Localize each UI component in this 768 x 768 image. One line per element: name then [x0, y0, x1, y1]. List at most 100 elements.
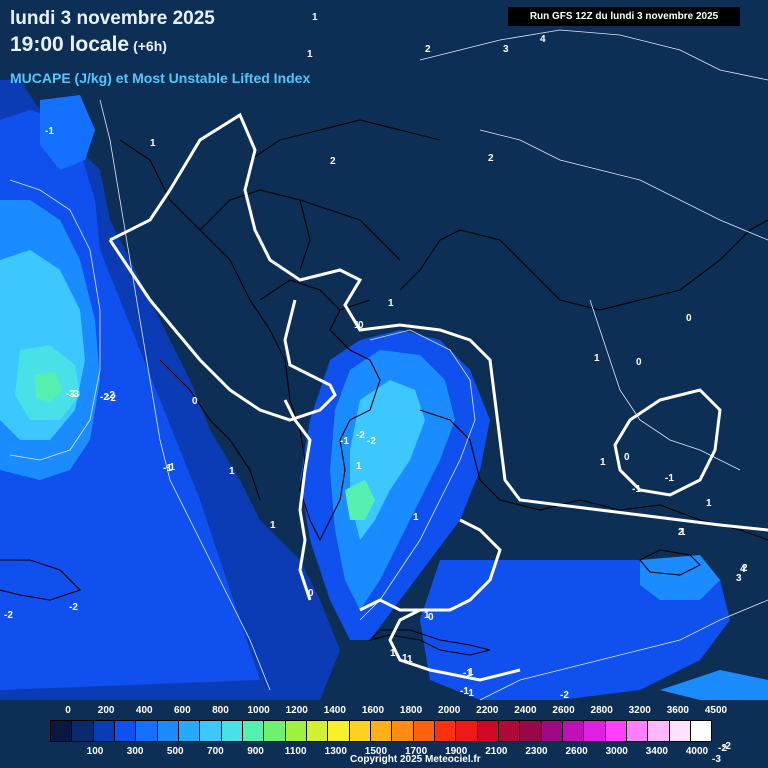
contour-value-label: 0: [358, 320, 364, 331]
legend-tick-label: 2400: [514, 705, 537, 716]
legend-swatch: [328, 721, 350, 741]
contour-value-label: -3: [70, 389, 79, 400]
contour-value-label: 1: [680, 527, 686, 538]
contour-value-label: 3: [503, 44, 509, 55]
legend-swatch: [584, 721, 606, 741]
border-balkans-3: [249, 119, 441, 161]
contour-value-label: 3: [736, 573, 742, 584]
contour-value-label: 2: [425, 44, 431, 55]
legend-tick-label: 2800: [590, 705, 613, 716]
legend-tick-label: 2000: [438, 705, 461, 716]
li-zero-line-aegean-coast: [283, 399, 312, 601]
legend-tick-label: 3600: [666, 705, 689, 716]
contour-value-label: -1: [45, 126, 54, 137]
li-zero-line-south-loop: [359, 598, 430, 612]
contour-value-label: -2: [356, 430, 365, 441]
cape-area-west-sea-center: [35, 372, 62, 402]
legend-tick-label: 2300: [525, 746, 548, 757]
contour-value-label: -1: [465, 688, 474, 699]
contour-value-label: 0: [686, 313, 692, 324]
legend-tick-label: 4500: [704, 705, 728, 716]
legend-tick-label: 200: [97, 705, 115, 716]
legend-tick-label: 800: [212, 705, 229, 716]
contour-value-label: 0: [308, 588, 314, 599]
contour-value-label: 1: [150, 138, 156, 149]
li-contour-north: [419, 29, 768, 81]
contour-value-label: -1: [460, 686, 469, 697]
legend-swatch: [392, 721, 414, 741]
legend-swatch: [541, 721, 563, 741]
legend-swatch: [178, 721, 201, 741]
legend-top-labels: 0 200 400 600 800 1000 1200 1400 1600 1800 2000 220…: [0, 705, 768, 717]
legend-tick-label: 1600: [361, 705, 385, 716]
legend-swatch: [498, 721, 521, 741]
contour-value-label: -2: [107, 393, 116, 404]
contour-value-label: 1: [706, 498, 712, 509]
legend-swatch: [434, 721, 457, 741]
legend-tick-label: 2600: [565, 746, 588, 757]
legend-tick-label: 300: [126, 746, 144, 757]
contour-value-label: 1: [354, 320, 360, 331]
contour-value-label: -2: [560, 690, 569, 701]
contour-value-label: 1: [402, 653, 408, 664]
li-contour-northeast: [479, 129, 768, 241]
contour-value-label: -1: [163, 463, 172, 474]
contour-value-label: 1: [424, 610, 430, 621]
legend-tick-label: 3400: [645, 746, 668, 757]
cape-area-east-med: [420, 560, 730, 700]
copyright: Copyright 2025 Meteociel.fr: [350, 754, 481, 765]
contour-value-label: 4: [540, 34, 546, 45]
contour-value-label: -2: [722, 741, 731, 752]
legend-swatch: [669, 721, 691, 741]
legend-swatch: [221, 721, 243, 741]
legend-tick-label: 2600: [552, 705, 575, 716]
legend-swatch: [51, 721, 73, 741]
legend-swatch: [349, 721, 371, 741]
legend-tick-label: 3200: [628, 705, 651, 716]
legend-swatch: [413, 721, 435, 741]
contour-value-label: -1: [463, 668, 472, 679]
coastline-cyprus: [639, 549, 701, 576]
coastline-greece-east: [329, 299, 381, 501]
legend-tick-label: 700: [207, 746, 224, 757]
legend-swatch: [200, 721, 222, 741]
cape-area-aegean-peak: [345, 480, 375, 520]
contour-value-label: 0: [624, 452, 630, 463]
legend-swatch: [136, 721, 158, 741]
legend-tick-label: 1700: [404, 746, 428, 757]
contour-value-label: 1: [390, 648, 396, 659]
legend-swatch: [93, 721, 115, 741]
contour-value-label: -2: [367, 436, 376, 447]
legend-tick-label: 900: [247, 746, 264, 757]
coastline-black-sea: [399, 219, 768, 311]
li-contour-east: [589, 299, 741, 471]
legend-bottom-labels: 100 300 500 700 900 1100 1300 1500 1700 1900 2100 2…: [0, 746, 768, 758]
contour-value-label: 1: [413, 512, 419, 523]
contour-value-label: -2: [69, 602, 78, 613]
legend-tick-label: 2200: [476, 705, 499, 716]
forecast-time-value: 19:00 locale: [10, 33, 130, 56]
contour-value-label: -1: [632, 484, 641, 495]
legend-swatch: [306, 721, 329, 741]
legend-swatch: [626, 721, 649, 741]
contour-value-label: 2: [742, 563, 748, 574]
legend-tick-label: 1900: [445, 746, 468, 757]
contour-value-label: -1: [340, 436, 349, 447]
legend-tick-label: 1200: [285, 705, 308, 716]
li-contour-west-1: [99, 99, 271, 691]
legend-tick-label: 2100: [485, 746, 508, 757]
legend-tick-label: 1400: [323, 705, 346, 716]
forecast-lead-time: (+6h): [133, 38, 167, 54]
coastline-sicily: [0, 559, 82, 601]
coastline-crete: [368, 629, 491, 656]
contour-value-label: -1: [166, 462, 175, 473]
legend-swatch: [477, 721, 499, 741]
legend-swatch: [370, 721, 393, 741]
legend-swatch: [648, 721, 670, 741]
legend-tick-label: 100: [86, 746, 104, 757]
contour-value-label: 2: [330, 156, 336, 167]
contour-value-label: 4: [740, 564, 746, 575]
contour-value-label: 1: [229, 466, 235, 477]
forecast-date: lundi 3 novembre 2025: [10, 8, 215, 29]
